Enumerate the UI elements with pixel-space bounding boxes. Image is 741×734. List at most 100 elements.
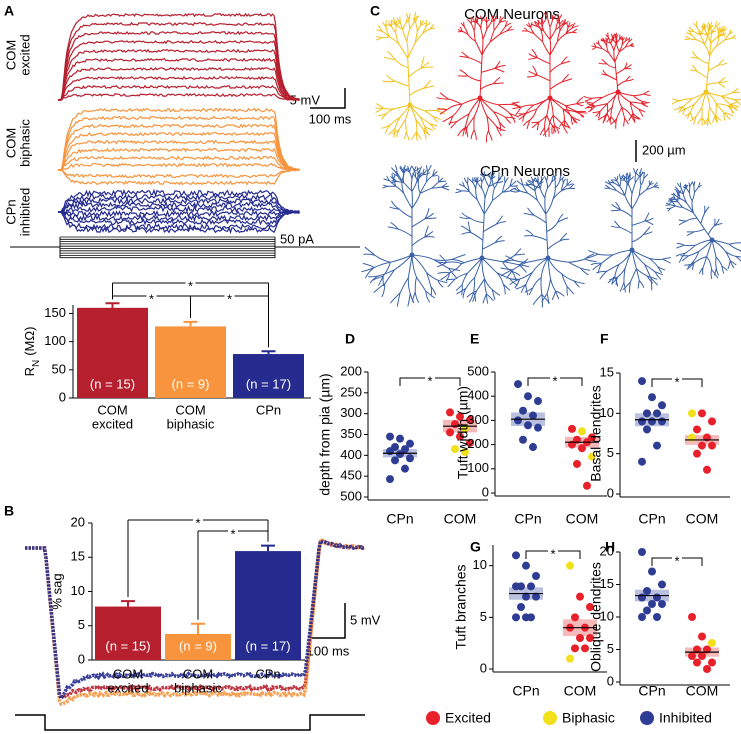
data-point	[527, 582, 535, 591]
significance-label: *	[227, 291, 232, 306]
voltage-trace	[58, 84, 300, 101]
x-tick-label: CPn	[255, 666, 280, 681]
data-point	[648, 417, 656, 426]
data-point	[534, 423, 542, 432]
y-tick-label: 50	[52, 361, 66, 376]
data-point	[576, 634, 584, 642]
data-point	[643, 409, 651, 418]
x-tick-label: COM	[686, 511, 719, 527]
bar-annotation: (n = 9)	[179, 638, 217, 653]
y-tick-label: 0	[59, 389, 66, 404]
data-point	[576, 592, 584, 601]
voltage-trace	[58, 209, 300, 219]
data-point	[648, 393, 656, 402]
y-tick-label: 400	[467, 388, 489, 403]
y-tick-label: 15	[600, 364, 614, 379]
voltage-trace	[58, 131, 300, 171]
voltage-trace	[58, 123, 300, 171]
data-point	[688, 409, 696, 418]
voltage-trace	[58, 162, 300, 172]
y-axis-label: Oblique dendrites	[588, 562, 604, 672]
significance-label: *	[188, 278, 193, 293]
data-point	[451, 445, 459, 454]
bar-annotation: (n = 17)	[246, 376, 291, 391]
error-bar	[121, 600, 135, 607]
panel-letter: B	[4, 503, 14, 519]
stimulus	[15, 714, 365, 731]
data-point	[524, 392, 532, 401]
data-point	[571, 613, 579, 622]
bar-annotation: (n = 9)	[172, 376, 210, 391]
voltage-trace	[58, 209, 300, 223]
soma	[479, 255, 485, 261]
scale-bar	[310, 88, 346, 109]
data-point	[658, 401, 666, 410]
data-point	[578, 444, 586, 453]
significance-label: *	[550, 546, 555, 561]
trace-label: biphasic	[17, 119, 32, 167]
data-point	[396, 450, 404, 459]
data-point	[693, 658, 701, 667]
y-tick-label: 5	[78, 617, 85, 632]
data-point	[643, 606, 651, 615]
data-point	[638, 548, 646, 556]
y-tick-label: 500	[467, 363, 489, 378]
voltage-trace	[58, 92, 300, 102]
data-point	[571, 644, 579, 653]
voltage-trace	[58, 139, 300, 172]
y-axis-label: Tuft width (µm)	[455, 386, 471, 479]
x-tick-label: COM	[444, 511, 477, 527]
data-point	[522, 592, 530, 601]
y-tick-label: 450	[340, 468, 362, 483]
y-tick-label: 300	[340, 405, 362, 420]
data-point	[586, 603, 594, 611]
trace-label: CPn	[3, 199, 18, 224]
data-point	[401, 464, 409, 473]
significance-label: *	[149, 291, 154, 306]
data-point	[588, 452, 596, 461]
y-tick-label: 20	[600, 543, 614, 558]
voltage-trace	[58, 57, 300, 101]
neuron	[361, 164, 466, 307]
error-bar	[191, 622, 205, 634]
data-point	[643, 425, 651, 434]
scale-bar	[310, 603, 346, 639]
data-point	[698, 632, 706, 641]
data-point	[514, 380, 522, 389]
significance-label: *	[674, 374, 679, 389]
scale-label: 5 mV	[290, 92, 321, 107]
data-point	[703, 665, 711, 673]
y-tick-label: 0	[480, 660, 487, 675]
data-point	[512, 613, 520, 622]
y-tick-label: 500	[340, 488, 362, 503]
data-point	[653, 613, 661, 621]
legend-swatch	[543, 711, 557, 725]
data-point	[446, 408, 454, 417]
data-point	[643, 587, 651, 595]
voltage-trace	[58, 204, 300, 215]
data-point	[401, 445, 409, 454]
data-point	[461, 448, 469, 456]
voltage-trace	[58, 192, 300, 214]
x-tick-label: excited	[92, 416, 133, 431]
data-point	[688, 652, 696, 660]
y-tick-label: 300	[467, 412, 489, 427]
y-tick-label: 5	[607, 445, 614, 460]
soma	[547, 95, 553, 101]
y-axis-label: % sag	[49, 573, 64, 609]
error-bar	[105, 302, 120, 308]
x-tick-label: CPn	[512, 683, 539, 699]
data-point	[529, 411, 537, 420]
data-point	[658, 580, 666, 589]
star-background	[550, 373, 560, 383]
trace-label: inhibited	[17, 188, 32, 236]
data-point	[406, 454, 414, 463]
y-axis-label: RN (MΩ)	[22, 327, 42, 377]
significance-label: *	[674, 553, 679, 568]
data-point	[534, 397, 542, 406]
voltage-trace	[58, 168, 300, 186]
morphology-title: COM Neurons	[464, 6, 560, 23]
soma	[615, 89, 621, 95]
data-point	[658, 600, 666, 608]
